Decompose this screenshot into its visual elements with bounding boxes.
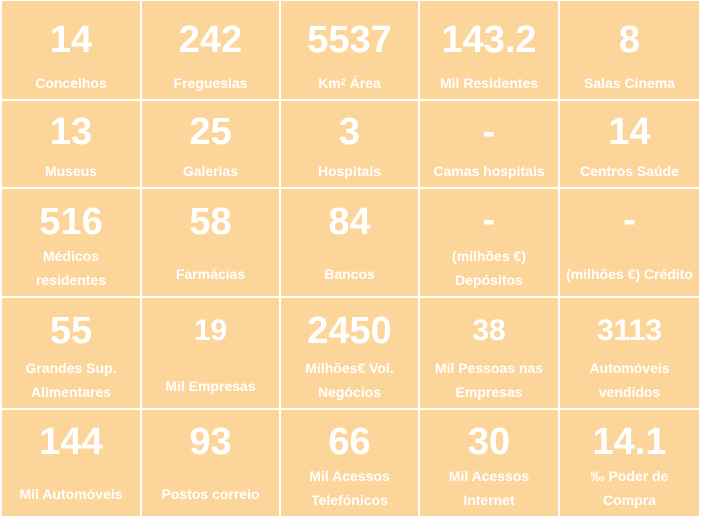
stat-value: 14 bbox=[49, 19, 93, 61]
stat-tile-pessoas-empresas: 38 Mil Pessoas nas Empresas bbox=[420, 298, 558, 408]
stat-tile-medicos: 516 Médicos residentes bbox=[2, 189, 140, 296]
stat-label: Concelhos bbox=[35, 75, 107, 91]
stat-label: Mil Residentes bbox=[439, 75, 539, 91]
stat-label: Postos correio bbox=[161, 486, 260, 502]
stat-tile-concelhos: 14 Concelhos bbox=[2, 1, 140, 99]
stat-tile-automoveis-vendidos: 3113 Automóveis vendidos bbox=[560, 298, 699, 408]
stat-label: Camas hospitais bbox=[433, 163, 545, 179]
stat-value: 3113 bbox=[596, 314, 663, 347]
stat-value: 3 bbox=[338, 111, 361, 153]
stat-label: Milhões€ Vol. Negócios bbox=[305, 360, 394, 400]
stat-label: Mil Empresas bbox=[165, 378, 256, 394]
stat-value: 19 bbox=[193, 314, 228, 347]
stat-value: 14.1 bbox=[592, 421, 667, 463]
stat-value: 8 bbox=[618, 19, 641, 61]
stat-tile-acessos-telefonicos: 66 Mil Acessos Telefónicos bbox=[281, 410, 418, 516]
stat-tile-grandes-superficies: 55 Grandes Sup. Alimentares bbox=[2, 298, 140, 408]
stat-value: 242 bbox=[178, 19, 243, 61]
stat-label: Grandes Sup. Alimentares bbox=[25, 360, 117, 400]
stat-value: 144 bbox=[39, 421, 103, 463]
stat-tile-postos-correio: 93 Postos correio bbox=[142, 410, 279, 516]
stat-value: 14 bbox=[608, 111, 651, 153]
stat-tile-farmacias: 58 Farmácias bbox=[142, 189, 279, 296]
stat-label: Galerias bbox=[182, 163, 239, 179]
stat-value: 55 bbox=[49, 310, 93, 352]
stat-value: 38 bbox=[472, 314, 506, 347]
stat-tile-area: 5537 Km2 Área bbox=[281, 1, 418, 99]
stat-tile-depositos: - (milhões €) Depósitos bbox=[420, 189, 558, 296]
stat-label: Museus bbox=[44, 163, 98, 179]
stat-value: 58 bbox=[189, 201, 232, 243]
stat-value: 66 bbox=[328, 421, 371, 463]
stat-label: Mil Acessos Internet bbox=[448, 468, 530, 508]
stat-value: - bbox=[482, 199, 496, 241]
stat-label: Mil Acessos Telefónicos bbox=[309, 468, 390, 508]
stat-tile-residentes: 143.2 Mil Residentes bbox=[420, 1, 558, 99]
stat-label: Freguesias bbox=[173, 75, 248, 91]
stat-label: Mil Automóveis bbox=[19, 486, 123, 502]
stat-value: - bbox=[623, 199, 636, 241]
stat-value: 516 bbox=[39, 201, 103, 243]
stat-label: Bancos bbox=[324, 266, 375, 282]
stat-label: Mil Pessoas nas Empresas bbox=[434, 360, 544, 400]
stat-tile-volume-negocios: 2450 Milhões€ Vol. Negócios bbox=[281, 298, 418, 408]
stat-label: (milhões €) Depósitos bbox=[452, 248, 526, 288]
stat-tile-poder-compra: 14.1 ‰ Poder de Compra bbox=[560, 410, 699, 516]
stat-value: 25 bbox=[189, 111, 232, 153]
stat-label: Hospitais bbox=[317, 163, 381, 179]
stat-label: ‰ Poder de Compra bbox=[590, 468, 669, 508]
stat-value: 13 bbox=[49, 111, 93, 153]
stat-label: Médicos residentes bbox=[35, 248, 107, 288]
stat-value: 2450 bbox=[307, 310, 392, 352]
stat-value: 93 bbox=[189, 421, 232, 463]
stat-tile-hospitais: 3 Hospitais bbox=[281, 101, 418, 187]
stat-label: (milhões €) Crédito bbox=[566, 266, 693, 282]
stat-tile-centros-saude: 14 Centros Saúde bbox=[560, 101, 699, 187]
stat-value: 143.2 bbox=[441, 19, 537, 61]
stat-tile-credito: - (milhões €) Crédito bbox=[560, 189, 699, 296]
stat-tile-galerias: 25 Galerias bbox=[142, 101, 279, 187]
stat-label: Salas Cinema bbox=[583, 75, 676, 91]
stat-tile-empresas: 19 Mil Empresas bbox=[142, 298, 279, 408]
stat-value: 5537 bbox=[307, 19, 392, 61]
stat-value: 84 bbox=[328, 201, 371, 243]
stat-tile-museus: 13 Museus bbox=[2, 101, 140, 187]
stat-label: Km2 Área bbox=[318, 75, 381, 91]
stat-label: Automóveis vendidos bbox=[589, 360, 670, 400]
stat-tile-bancos: 84 Bancos bbox=[281, 189, 418, 296]
stat-label: Centros Saúde bbox=[580, 163, 679, 179]
stat-tile-automoveis: 144 Mil Automóveis bbox=[2, 410, 140, 516]
stat-value: - bbox=[482, 111, 496, 153]
stat-tile-freguesias: 242 Freguesias bbox=[142, 1, 279, 99]
stat-tile-salas-cinema: 8 Salas Cinema bbox=[560, 1, 699, 99]
stat-label: Farmácias bbox=[175, 266, 246, 282]
stat-value: 30 bbox=[467, 421, 511, 463]
stat-tile-camas-hospitais: - Camas hospitais bbox=[420, 101, 558, 187]
stat-tile-acessos-internet: 30 Mil Acessos Internet bbox=[420, 410, 558, 516]
